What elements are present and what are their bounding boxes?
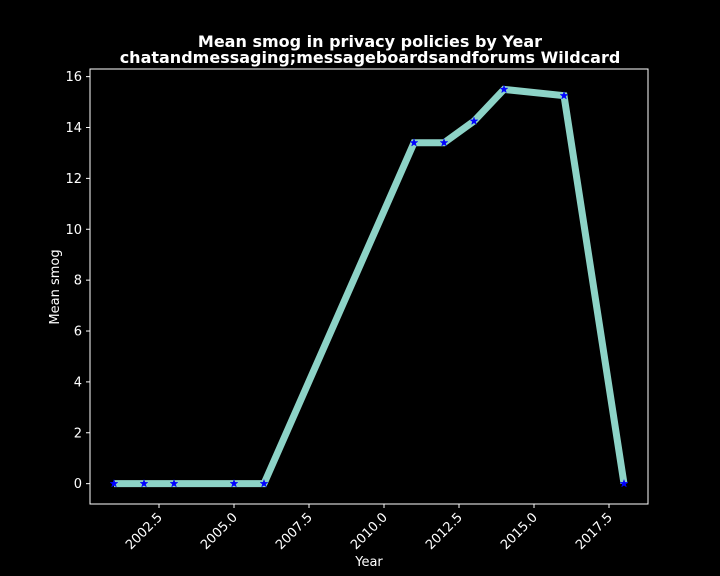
axes-frame: [89, 68, 649, 505]
y-tick-label: 12: [65, 172, 82, 187]
data-point-marker: [139, 478, 149, 488]
data-point-marker: [409, 138, 419, 147]
y-axis-label: Mean smog: [48, 249, 63, 324]
y-tick-label: 4: [74, 375, 82, 390]
data-point-marker: [229, 478, 239, 488]
data-point-marker: [559, 90, 569, 100]
data-point-marker: [619, 478, 629, 488]
data-point-marker: [169, 478, 179, 488]
data-point-marker: [469, 116, 479, 126]
y-tick-label: 6: [74, 325, 82, 340]
y-tick-label: 0: [74, 477, 82, 492]
y-tick-label: 10: [65, 223, 82, 238]
x-axis-label: Year: [354, 555, 383, 570]
data-point-marker: [259, 478, 269, 488]
data-point-marker: [439, 138, 449, 147]
chart-subtitle: chatandmessaging;messageboardsandforums …: [120, 48, 621, 67]
data-point-marker: [109, 478, 119, 488]
y-tick-label: 2: [74, 426, 82, 441]
y-tick-label: 16: [65, 70, 82, 85]
y-tick-label: 8: [74, 274, 82, 289]
chart-title: Mean smog in privacy policies by Year: [198, 32, 542, 51]
data-point-marker: [499, 84, 509, 94]
y-tick-label: 14: [65, 121, 82, 136]
